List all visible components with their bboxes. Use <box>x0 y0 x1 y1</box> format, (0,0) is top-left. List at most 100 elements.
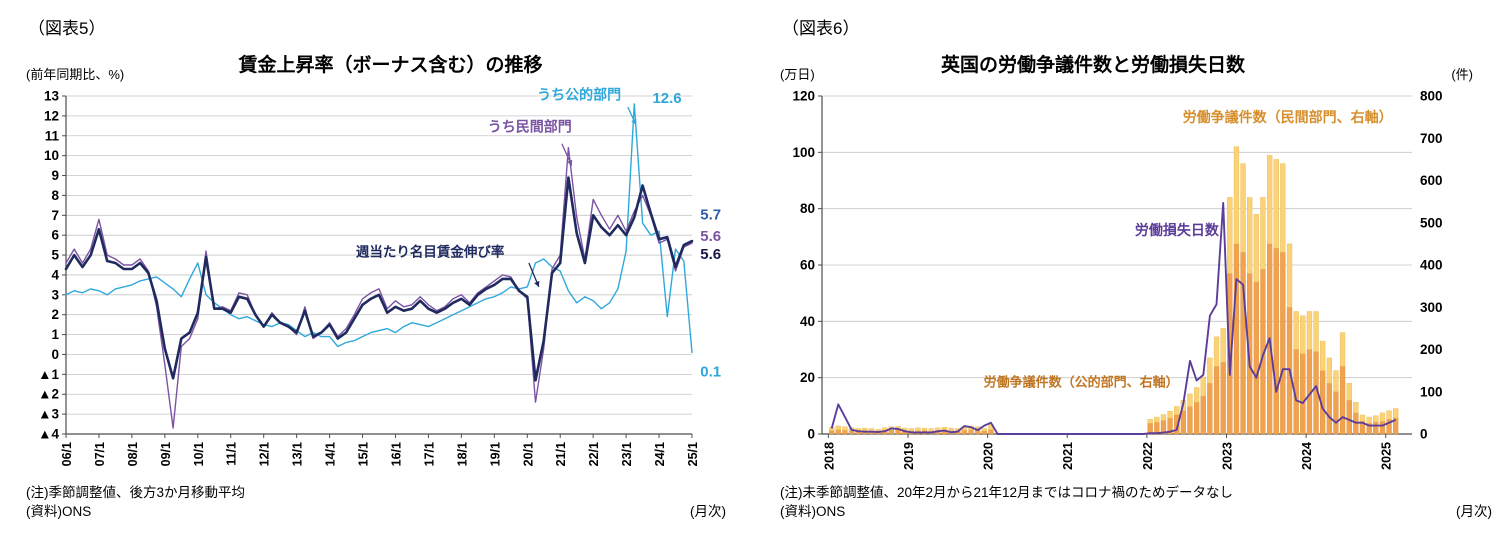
svg-text:20: 20 <box>800 370 815 385</box>
svg-text:07/1: 07/1 <box>93 442 107 466</box>
svg-text:4: 4 <box>51 267 59 282</box>
labor-disputes-chart: 0 20 40 60 80 100 120 0 100 200 300 400 500 600 700 800… <box>792 89 1442 470</box>
figure5-label: （図表5） <box>28 19 106 38</box>
svg-text:500: 500 <box>1420 215 1443 230</box>
svg-text:06/1: 06/1 <box>60 442 74 466</box>
series-public-sector <box>65 103 693 354</box>
svg-text:2019: 2019 <box>902 442 916 470</box>
svg-text:▲1: ▲1 <box>38 367 59 382</box>
series-days-lost <box>830 202 1397 435</box>
svg-text:10/1: 10/1 <box>192 442 206 466</box>
svg-text:うち民間部門: うち民間部門 <box>488 119 572 135</box>
svg-text:25/1: 25/1 <box>686 442 700 466</box>
figure6-note-source: (資料)ONS <box>780 503 846 519</box>
svg-text:08/1: 08/1 <box>126 442 140 466</box>
svg-text:19/1: 19/1 <box>488 442 502 466</box>
svg-text:2020: 2020 <box>982 442 996 470</box>
svg-text:11: 11 <box>45 128 60 143</box>
svg-text:5.6: 5.6 <box>700 246 721 263</box>
svg-text:12/1: 12/1 <box>258 442 272 466</box>
svg-text:09/1: 09/1 <box>159 442 173 466</box>
svg-text:23/1: 23/1 <box>620 442 634 466</box>
svg-text:▲3: ▲3 <box>38 407 59 422</box>
figure6-y-left-unit: (万日) <box>780 67 815 82</box>
svg-text:0: 0 <box>807 427 815 442</box>
bars-private-sector <box>829 243 1399 435</box>
svg-text:0: 0 <box>1420 427 1428 442</box>
svg-text:24/1: 24/1 <box>653 442 667 466</box>
svg-text:労働損失日数: 労働損失日数 <box>1135 222 1220 238</box>
bars-public-sector <box>829 146 1399 432</box>
svg-text:13: 13 <box>44 89 60 104</box>
svg-text:2018: 2018 <box>822 442 836 470</box>
svg-text:120: 120 <box>792 89 815 104</box>
svg-text:5.7: 5.7 <box>700 206 721 223</box>
figure5-note-source: (資料)ONS <box>26 503 92 519</box>
svg-text:7: 7 <box>51 208 59 223</box>
svg-text:2024: 2024 <box>1300 442 1314 470</box>
figure5-note-adjustment: (注)季節調整値、後方3か月移動平均 <box>26 485 245 500</box>
svg-text:2: 2 <box>51 307 59 322</box>
figure6-y-right-unit: (件) <box>1451 67 1473 82</box>
svg-text:400: 400 <box>1420 258 1443 273</box>
svg-text:週当たり名目賃金伸び率: 週当たり名目賃金伸び率 <box>356 244 505 260</box>
svg-text:2023: 2023 <box>1220 442 1234 470</box>
svg-text:13/1: 13/1 <box>291 442 305 466</box>
svg-text:3: 3 <box>51 287 59 302</box>
svg-text:うち公的部門: うち公的部門 <box>537 87 621 103</box>
svg-text:0.1: 0.1 <box>700 363 721 380</box>
svg-text:労働争議件数（公的部門、右軸）: 労働争議件数（公的部門、右軸） <box>984 375 1179 390</box>
series-total <box>64 176 694 382</box>
svg-text:8: 8 <box>51 188 59 203</box>
svg-text:▲2: ▲2 <box>38 387 59 402</box>
svg-text:5.6: 5.6 <box>700 228 721 245</box>
svg-text:14/1: 14/1 <box>324 442 338 466</box>
axis-tick-labels: 0 20 40 60 80 100 120 0 100 200 300 400 500 600 700 800… <box>792 89 1442 470</box>
svg-text:10: 10 <box>44 148 59 163</box>
figure5-frequency-label: (月次) <box>690 503 726 519</box>
svg-text:▲4: ▲4 <box>38 427 59 442</box>
svg-text:600: 600 <box>1420 173 1443 188</box>
svg-text:22/1: 22/1 <box>587 442 601 466</box>
svg-text:200: 200 <box>1420 342 1443 357</box>
svg-text:100: 100 <box>1420 384 1443 399</box>
figure5-notes: (注)季節調整値、後方3か月移動平均 (資料)ONS (月次) <box>26 484 726 522</box>
figure6-label: （図表6） <box>782 19 860 38</box>
svg-text:6: 6 <box>51 228 59 243</box>
svg-text:11/1: 11/1 <box>225 442 239 466</box>
svg-text:40: 40 <box>800 314 815 329</box>
svg-text:700: 700 <box>1420 131 1443 146</box>
figure6-panel: （図表6） 英国の労働争議件数と労働損失日数 (万日) (件) 0 20 40 60 8… <box>772 6 1499 540</box>
figure6-title: 英国の労働争議件数と労働損失日数 <box>940 55 1245 76</box>
svg-text:300: 300 <box>1420 300 1443 315</box>
svg-text:21/1: 21/1 <box>554 442 568 466</box>
svg-text:17/1: 17/1 <box>422 442 436 466</box>
gridlines <box>66 95 692 435</box>
svg-text:20/1: 20/1 <box>521 442 535 466</box>
svg-text:12: 12 <box>44 108 59 123</box>
svg-text:9: 9 <box>51 168 59 183</box>
axes <box>62 95 693 438</box>
figure5-panel: （図表5） 賃金上昇率（ボーナス含む）の推移 (前年同期比、%) 13 12 11 1… <box>18 6 763 540</box>
svg-text:労働争議件数（民間部門、右軸）: 労働争議件数（民間部門、右軸） <box>1183 109 1393 125</box>
svg-text:800: 800 <box>1420 89 1443 104</box>
svg-text:15/1: 15/1 <box>357 442 371 466</box>
figure6-notes: (注)未季節調整値、20年2月から21年12月まではコロナ禍のためデータなし (… <box>780 484 1492 522</box>
svg-text:16/1: 16/1 <box>389 442 403 466</box>
svg-text:2021: 2021 <box>1061 442 1075 470</box>
figure5-y-axis-unit: (前年同期比、%) <box>26 67 125 82</box>
svg-text:5: 5 <box>51 248 59 263</box>
svg-text:12.6: 12.6 <box>652 90 681 107</box>
svg-text:80: 80 <box>800 201 815 216</box>
svg-text:60: 60 <box>800 258 815 273</box>
series-private-sector <box>65 147 693 429</box>
figure6-frequency-label: (月次) <box>1456 503 1492 519</box>
svg-text:0: 0 <box>51 347 59 362</box>
svg-text:1: 1 <box>51 327 59 342</box>
svg-text:2022: 2022 <box>1141 442 1155 470</box>
